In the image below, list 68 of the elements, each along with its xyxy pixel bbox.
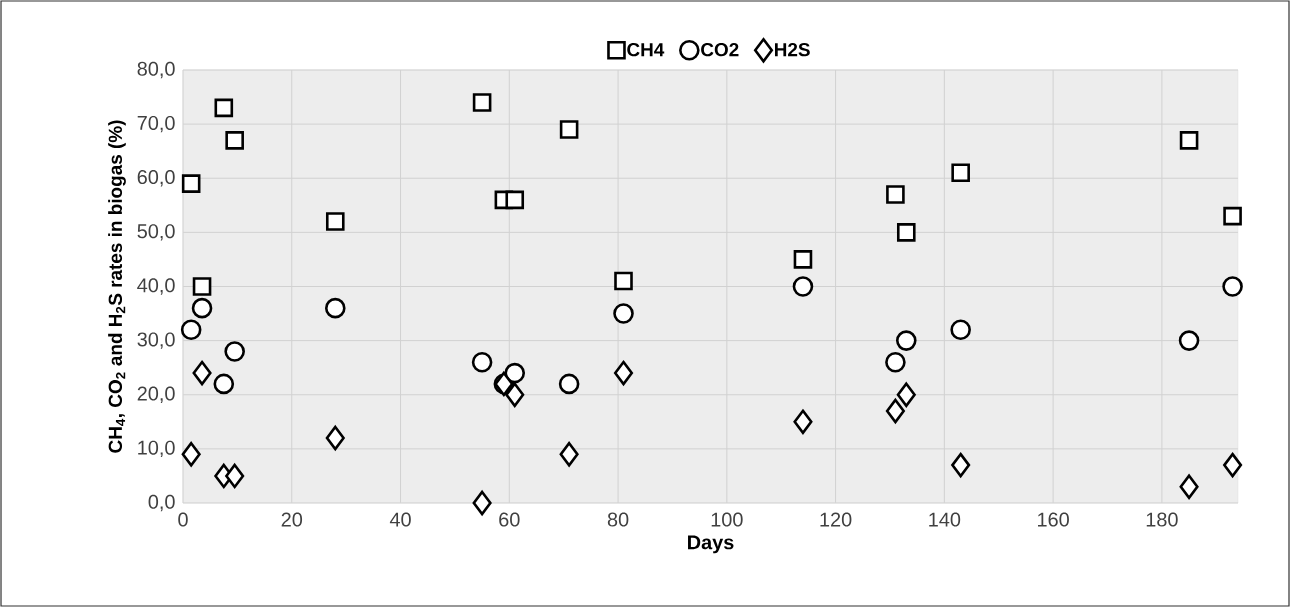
point [559,120,579,139]
point [505,382,525,408]
point [180,319,202,341]
point [613,303,634,324]
y-tick-label: 70,0 [137,115,175,133]
point [614,271,633,291]
point [1223,452,1243,478]
point [559,441,579,467]
x-tick-label: 100 [711,512,743,527]
point [792,276,814,297]
point [1222,276,1243,297]
point [192,360,212,386]
y-axis-title: CH$_{4}$, CO$_{2}$ and H$_{2}$S rates in biogas (%) [108,120,126,453]
point [793,409,813,435]
x-axis-title: Days [688,535,734,554]
point [181,174,201,193]
point [1178,330,1200,351]
point [214,98,234,118]
y-tick-label: 0,0 [148,494,175,512]
point [472,490,492,516]
y-tick-label: 20,0 [137,386,175,403]
legend-label: CO2 [701,42,739,57]
x-tick-label: 60 [499,512,520,527]
point [213,373,235,395]
y-tick-label: 30,0 [137,332,175,349]
y-tick-label: 40,0 [137,278,175,295]
point [505,190,525,210]
point [225,131,244,150]
y-tick-label: 10,0 [138,440,175,458]
x-tick-label: 0 [178,512,188,527]
legend-label: CH4 [627,42,665,57]
x-tick-label: 20 [281,512,303,527]
point [1179,474,1199,500]
x-tick-label: 160 [1038,512,1069,527]
point [613,360,634,386]
point [885,351,906,373]
point [951,452,971,478]
point [558,373,580,395]
point [896,382,916,408]
y-tick-label: 80,0 [137,61,175,79]
y-tick-label: 50,0 [137,224,175,241]
x-tick-label: 120 [820,512,852,527]
point [886,185,905,204]
point [192,277,212,296]
point [895,330,917,351]
x-tick-label: 80 [607,512,629,527]
legend-label: H2S [774,42,810,57]
x-tick-label: 180 [1146,512,1178,527]
x-tick-label: 140 [929,512,961,527]
point [793,250,813,269]
point [325,425,345,451]
point [325,212,345,231]
point [181,441,201,467]
point [504,362,526,384]
point [950,319,971,341]
point [1179,131,1199,150]
point [896,223,916,242]
point [224,341,245,362]
point [885,398,905,424]
point [471,351,493,373]
point [1223,206,1242,226]
point [472,93,492,112]
point [324,297,346,319]
point [225,463,245,489]
point [191,297,213,319]
y-tick-label: 60,0 [137,170,175,187]
x-tick-label: 40 [389,512,411,527]
point [951,163,970,183]
